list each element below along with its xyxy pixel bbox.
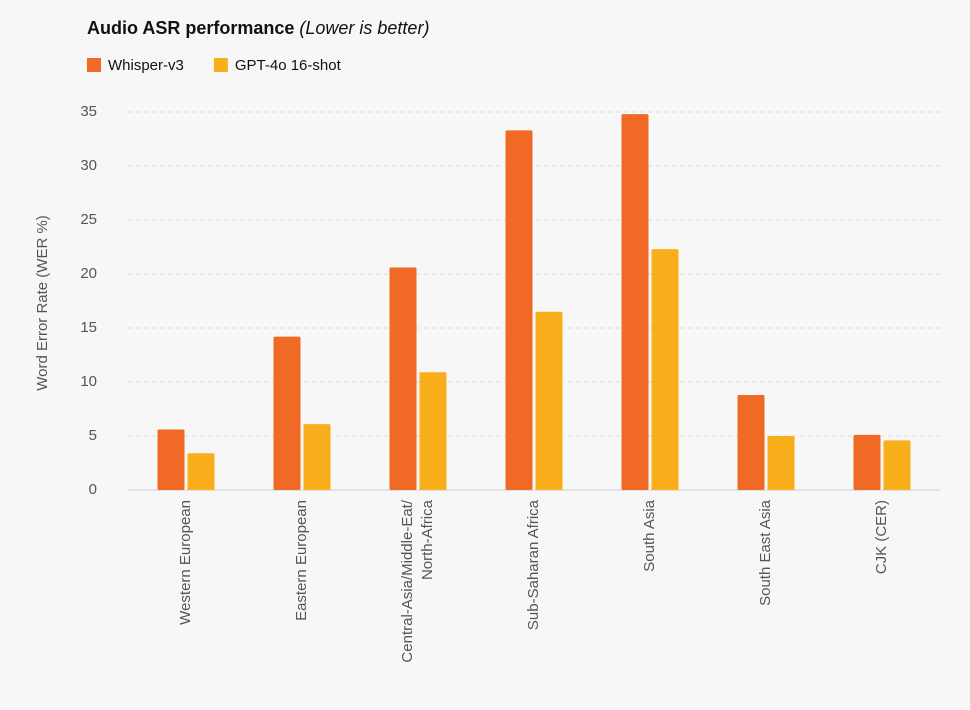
x-tick-label: South Asia <box>641 499 658 571</box>
legend-swatch <box>87 58 101 72</box>
y-tick-label: 5 <box>89 427 97 444</box>
x-tick-label-line: Eastern European <box>293 500 310 621</box>
x-tick-label: Eastern European <box>293 500 310 621</box>
x-tick-label-line: Sub-Saharan Africa <box>525 499 542 630</box>
title-note: (Lower is better) <box>299 18 429 38</box>
bar <box>651 249 679 490</box>
x-tick-label: Western European <box>177 500 194 625</box>
bar <box>303 424 331 490</box>
bar <box>883 440 911 490</box>
y-tick-label: 30 <box>80 157 97 174</box>
legend-label: Whisper-v3 <box>108 57 184 74</box>
y-axis-label: Word Error Rate (WER %) <box>34 215 51 391</box>
bar <box>853 434 881 490</box>
bar <box>767 436 795 490</box>
x-tick-label-line: South Asia <box>641 499 658 571</box>
bar <box>389 267 417 490</box>
bar <box>737 394 765 490</box>
x-tick-label: Central-Asia/Middle-Eat/North-Africa <box>399 499 436 662</box>
x-tick-label-line: South East Asia <box>757 499 774 606</box>
y-tick-label: 10 <box>80 373 97 390</box>
bar <box>505 130 533 491</box>
bar <box>157 429 185 490</box>
bar <box>273 336 301 490</box>
bar <box>187 453 215 490</box>
x-tick-label-line: CJK (CER) <box>873 500 890 574</box>
bar <box>419 372 447 490</box>
legend-swatch <box>213 58 228 72</box>
y-tick-label: 35 <box>80 103 97 120</box>
x-tick-label-line: Western European <box>177 500 194 625</box>
x-tick-label: South East Asia <box>757 499 774 606</box>
x-tick-label: Sub-Saharan Africa <box>525 499 542 630</box>
legend-label: GPT-4o 16-shot <box>235 57 342 74</box>
x-tick-label: CJK (CER) <box>873 500 890 574</box>
y-tick-label: 25 <box>80 211 97 228</box>
bar <box>535 311 563 490</box>
bar <box>621 114 649 490</box>
y-tick-label: 20 <box>80 265 97 282</box>
title-main: Audio ASR performance <box>87 18 294 38</box>
chart-title: Audio ASR performance (Lower is better) <box>87 18 429 38</box>
y-tick-label: 0 <box>89 481 97 498</box>
x-tick-label-line: Central-Asia/Middle-Eat/ <box>399 499 416 662</box>
x-tick-label-line: North-Africa <box>419 499 436 580</box>
y-tick-label: 15 <box>80 319 97 336</box>
